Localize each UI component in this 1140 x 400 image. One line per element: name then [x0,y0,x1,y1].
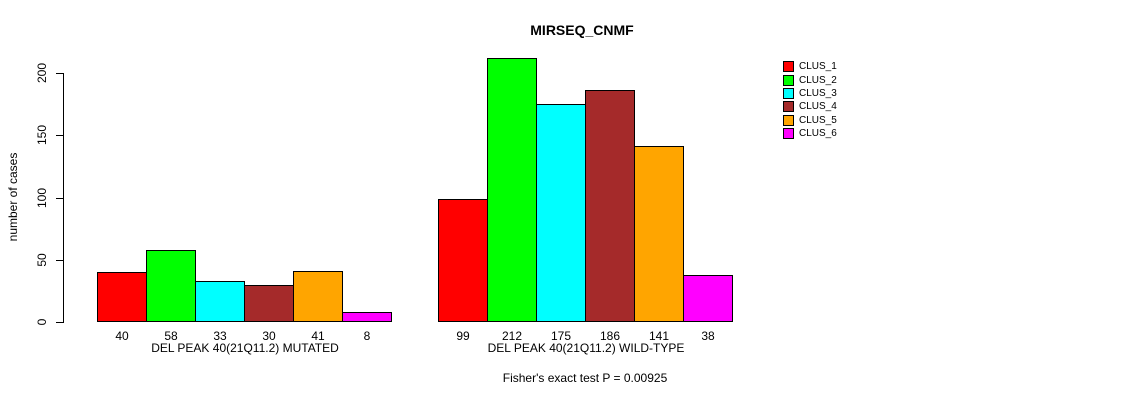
y-axis-tick-label: 50 [35,253,49,267]
legend: CLUS_1 CLUS_2 CLUS_3 CLUS_4 CLUS_5 CLUS_6 [783,60,837,140]
bar-value-label: 175 [550,329,572,343]
y-axis-tick-label: 100 [35,187,49,209]
legend-swatch [783,61,794,73]
bar [342,312,392,322]
legend-swatch [783,114,794,126]
y-axis-tick [56,135,63,136]
legend-item: CLUS_4 [783,100,837,113]
y-axis-tick-label: 200 [35,62,49,84]
bar [683,275,733,322]
bar [536,104,586,322]
legend-item-label: CLUS_1 [799,61,837,73]
legend-item: CLUS_3 [783,87,837,100]
bar-value-label: 141 [648,329,670,343]
chart-title: MIRSEQ_CNMF [530,22,634,38]
y-axis-tick [56,260,63,261]
legend-swatch [783,128,794,140]
bar [487,58,537,322]
bar-value-label: 186 [599,329,621,343]
y-axis-line [63,73,64,323]
legend-item: CLUS_5 [783,114,837,127]
bar-value-label: 30 [262,329,276,343]
bar-value-label: 40 [115,329,129,343]
legend-item-label: CLUS_4 [799,101,837,113]
legend-swatch [783,74,794,86]
bar [97,272,147,322]
bar [244,285,294,322]
y-axis-tick [56,198,63,199]
fisher-test-annotation: Fisher's exact test P = 0.00925 [502,371,668,385]
bar-value-label: 58 [164,329,178,343]
bar-value-label: 38 [701,329,715,343]
group-label-wildtype: DEL PEAK 40(21Q11.2) WILD-TYPE [487,341,685,355]
bar [438,199,488,322]
group-label-mutated: DEL PEAK 40(21Q11.2) MUTATED [151,341,339,355]
legend-item-label: CLUS_3 [799,87,837,99]
bar [293,271,343,322]
bar [195,281,245,322]
legend-item: CLUS_1 [783,60,837,73]
legend-item-label: CLUS_6 [799,128,837,140]
legend-swatch [783,87,794,99]
legend-swatch [783,101,794,113]
bar [634,146,684,322]
bar-value-label: 41 [311,329,325,343]
y-axis-tick-label: 0 [35,318,49,326]
legend-item-label: CLUS_2 [799,74,837,86]
bar-value-label: 212 [501,329,523,343]
y-axis-title: number of cases [6,152,20,242]
legend-item-label: CLUS_5 [799,114,837,126]
legend-item: CLUS_6 [783,127,837,140]
y-axis-tick [56,322,63,323]
bar [585,90,635,322]
legend-item: CLUS_2 [783,73,837,86]
bar-value-label: 33 [213,329,227,343]
y-axis-tick-label: 150 [35,124,49,146]
y-axis-tick [56,73,63,74]
bar-value-label: 99 [456,329,470,343]
bar [146,250,196,322]
bar-value-label: 8 [363,329,371,343]
